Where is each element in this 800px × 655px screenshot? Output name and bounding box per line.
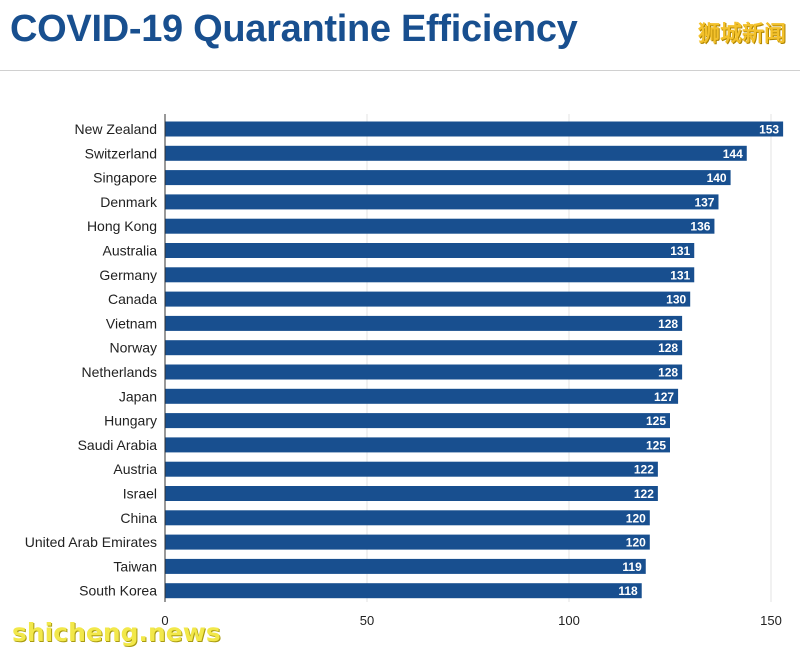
category-label: Hong Kong [87,218,157,234]
category-label: Taiwan [113,558,157,574]
bar-australia [165,243,695,258]
category-label: Netherlands [82,364,158,380]
category-label: Norway [110,340,157,356]
category-label: Australia [103,243,158,259]
value-label: 118 [618,584,638,598]
category-label: Germany [99,267,157,283]
x-tick-labels: 0 50 100 150 [161,613,781,628]
x-tick-label-50: 50 [360,613,374,628]
value-label: 131 [670,268,690,282]
category-label: United Arab Emirates [25,534,157,550]
value-label: 153 [759,123,779,137]
bar-hong-kong [165,218,715,234]
value-label: 128 [658,341,678,355]
bar-vietnam [165,315,683,331]
category-label: South Korea [79,583,157,599]
bar-switzerland [165,145,747,161]
bar-united-arab-emirates [165,534,650,550]
gridlines [366,114,772,602]
bar-saudi-arabia [165,437,670,453]
bar-israel [165,486,658,501]
value-label: 136 [690,220,710,234]
value-label: 119 [622,560,642,574]
bar-netherlands [165,364,683,380]
title-divider [0,70,800,71]
corner-logo: 狮城新闻 [697,22,786,47]
watermark: shicheng.news [12,618,221,647]
category-label: Switzerland [85,145,157,161]
category-label: Hungary [104,413,157,429]
chart-title: COVID-19 Quarantine Efficiency [10,8,578,50]
x-tick-label-150: 150 [760,613,782,628]
value-label: 144 [723,147,743,161]
value-label: 122 [634,487,654,501]
category-label: Saudi Arabia [78,437,158,453]
category-label: China [120,510,157,526]
bar-austria [165,461,658,477]
bar-china [165,510,650,526]
category-label: Israel [123,486,157,502]
value-label: 131 [670,244,690,258]
bar-south-korea [165,583,642,599]
value-label: 125 [646,414,666,428]
value-label: 140 [707,171,727,185]
value-label: 120 [626,536,646,550]
category-label: Canada [108,291,157,307]
value-label: 128 [658,366,678,380]
bar-canada [165,291,691,307]
value-label: 120 [626,511,646,525]
category-label: Singapore [93,170,157,186]
bar-singapore [165,170,731,186]
x-tick-label-0: 0 [161,613,168,628]
value-label: 127 [654,390,674,404]
value-label: 128 [658,317,678,331]
category-label: Vietnam [106,315,157,331]
bar-japan [165,388,679,404]
x-tick-label-100: 100 [558,613,580,628]
bar-taiwan [165,558,646,574]
bars: 1531441401371361311311301281281281271251… [165,121,784,599]
value-label: 130 [666,293,686,307]
category-label: Denmark [100,194,158,210]
value-label: 122 [634,463,654,477]
category-label: Austria [113,461,157,477]
bar-germany [165,267,695,283]
bar-new-zealand [165,121,784,137]
category-label: New Zealand [75,121,158,137]
value-label: 137 [694,195,714,209]
bar-norway [165,340,683,356]
value-label: 125 [646,438,666,452]
category-label: Japan [119,388,157,404]
bar-hungary [165,413,670,429]
category-labels: New Zealand Switzerland Singapore Denmark Ho… [25,121,158,599]
bar-denmark [165,194,719,210]
